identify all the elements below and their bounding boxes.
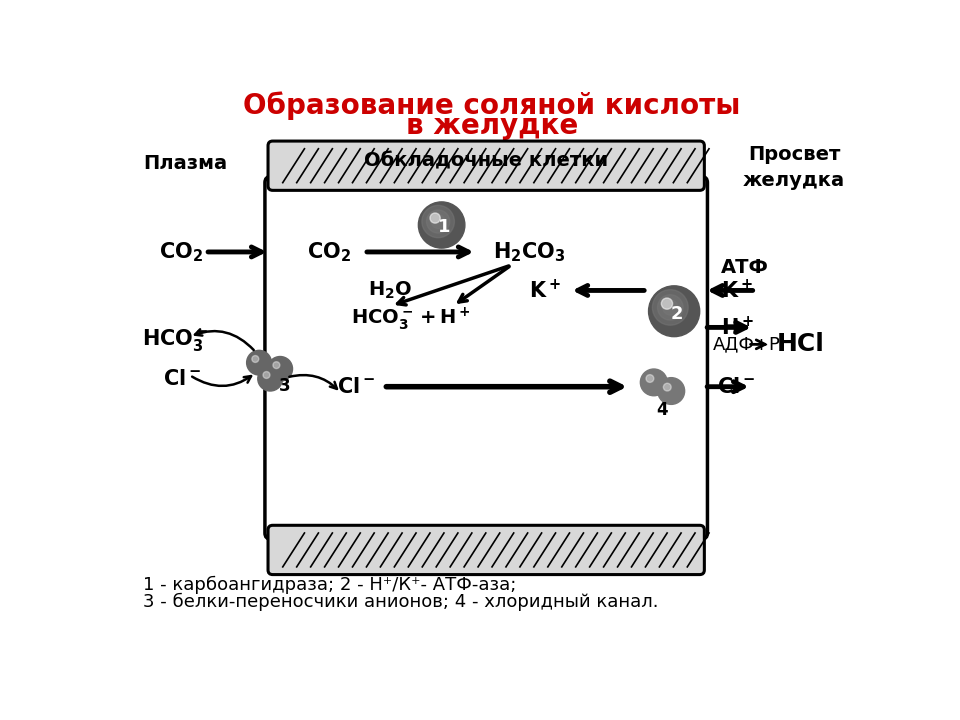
Circle shape [430,213,441,223]
Text: $\mathbf{Cl^-}$: $\mathbf{Cl^-}$ [162,369,201,389]
Circle shape [273,361,280,369]
Circle shape [662,300,678,315]
Text: $\mathbf{H^+}$: $\mathbf{H^+}$ [721,316,754,339]
Text: $\mathbf{HCO_3^- + H^+}$: $\mathbf{HCO_3^- + H^+}$ [350,305,470,333]
Circle shape [421,205,454,238]
Circle shape [247,351,272,375]
Text: в желудке: в желудке [406,112,578,140]
Text: HCl: HCl [778,333,825,356]
Circle shape [419,202,465,248]
FancyBboxPatch shape [265,176,708,539]
Text: 1 - карбоангидраза; 2 - Н⁺/К⁺- АТФ-аза;: 1 - карбоангидраза; 2 - Н⁺/К⁺- АТФ-аза; [143,576,516,595]
Circle shape [426,210,450,233]
Circle shape [252,356,259,362]
Text: 1: 1 [438,218,450,236]
Circle shape [263,372,270,379]
Text: $\mathbf{CO_2}$: $\mathbf{CO_2}$ [158,240,203,264]
Circle shape [658,378,684,405]
Text: $\mathbf{H_2CO_3}$: $\mathbf{H_2CO_3}$ [492,240,565,264]
Circle shape [663,383,671,391]
Text: $\mathbf{K^+}$: $\mathbf{K^+}$ [721,279,753,302]
Text: $\mathbf{Cl^-}$: $\mathbf{Cl^-}$ [717,377,755,397]
Text: Образование соляной кислоты: Образование соляной кислоты [243,91,741,120]
Text: АТФ: АТФ [721,258,769,277]
Text: $\mathbf{HCO_3^-}$: $\mathbf{HCO_3^-}$ [142,328,208,354]
Circle shape [661,298,673,309]
Text: $\mathbf{H_2O}$: $\mathbf{H_2O}$ [368,280,412,301]
Circle shape [646,374,654,382]
Text: Просвет
желудка: Просвет желудка [743,145,846,190]
Circle shape [649,286,700,337]
Circle shape [268,356,293,381]
Text: АДФ+Р: АДФ+Р [713,336,780,354]
Circle shape [640,369,667,396]
Circle shape [258,366,282,391]
Text: $\mathbf{CO_2}$: $\mathbf{CO_2}$ [307,240,351,264]
Text: Плазма: Плазма [143,154,228,173]
Text: $\mathbf{Cl^-}$: $\mathbf{Cl^-}$ [337,377,375,397]
Circle shape [653,289,688,325]
Text: 3: 3 [279,377,291,395]
Circle shape [431,215,445,228]
FancyBboxPatch shape [268,141,705,190]
FancyBboxPatch shape [268,526,705,575]
Text: 3 - белки-переносчики анионов; 4 - хлоридный канал.: 3 - белки-переносчики анионов; 4 - хлори… [143,593,659,611]
Text: 4: 4 [657,402,668,420]
Text: $\mathbf{K^+}$: $\mathbf{K^+}$ [529,279,561,302]
Circle shape [658,294,684,320]
Text: 2: 2 [670,305,683,323]
Text: Обкладочные клетки: Обкладочные клетки [364,152,608,171]
